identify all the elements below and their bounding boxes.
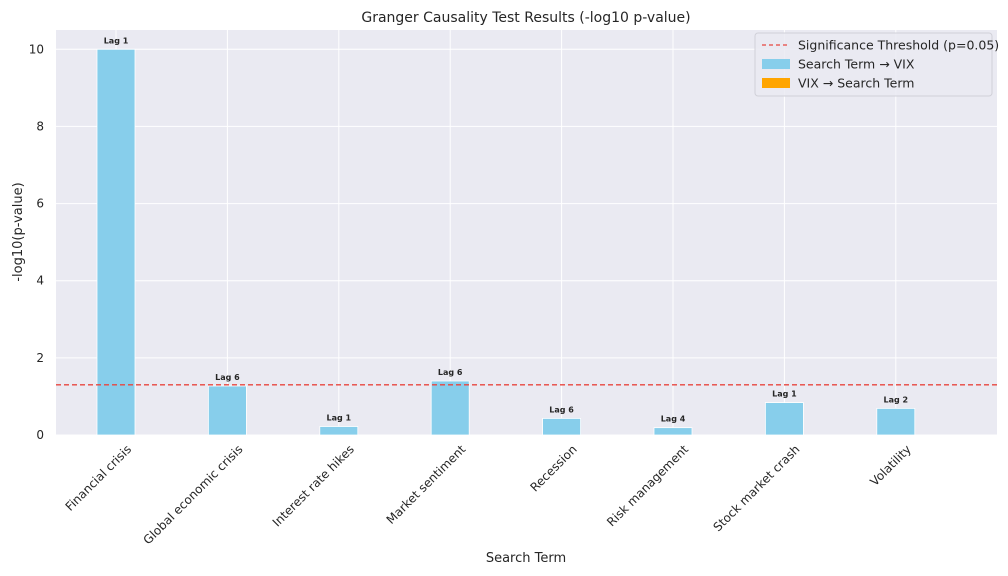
bar-lag-label: Lag 1 xyxy=(772,390,797,399)
bar-search-term-to-vix xyxy=(765,402,804,436)
x-axis-title: Search Term xyxy=(486,551,566,566)
bar-lag-label: Lag 6 xyxy=(438,368,463,377)
grid-lines xyxy=(56,30,997,436)
x-tick-label: Financial crisis xyxy=(63,442,134,513)
bar-lag-label: Lag 1 xyxy=(104,36,129,45)
bar-lag-label: Lag 1 xyxy=(327,414,352,423)
y-tick-label: 2 xyxy=(36,351,44,365)
y-tick-label: 10 xyxy=(29,42,44,56)
bar-search-term-to-vix xyxy=(96,48,136,436)
legend-series-2-swatch xyxy=(762,78,790,88)
bar-search-term-to-vix xyxy=(653,427,693,436)
x-tick-label: Recession xyxy=(527,442,579,494)
y-tick-label: 6 xyxy=(36,197,44,211)
bar-search-term-to-vix xyxy=(430,380,470,436)
legend-series-2-label: VIX → Search Term xyxy=(798,76,914,91)
plot-background xyxy=(56,30,997,435)
bar-search-term-to-vix xyxy=(876,407,916,436)
bar-lag-label: Lag 4 xyxy=(661,415,686,424)
legend: Significance Threshold (p=0.05) Search T… xyxy=(754,32,999,97)
bar-lag-labels: Lag 1 Lag 6 Lag 1 Lag 6 Lag 6 Lag 4 Lag 1 Lag 2 xyxy=(104,36,908,423)
y-tick-label: 0 xyxy=(36,428,44,442)
bar-search-term-to-vix xyxy=(542,418,581,436)
legend-box xyxy=(754,32,993,97)
bars xyxy=(96,48,916,436)
legend-series-1-label: Search Term → VIX xyxy=(798,57,915,72)
y-tick-label: 8 xyxy=(36,119,44,133)
y-tick-label: 4 xyxy=(36,274,44,288)
x-tick-label: Interest rate hikes xyxy=(270,442,357,529)
x-tick-label: Global economic crisis xyxy=(141,442,246,547)
y-tick-labels: 0 2 4 6 8 10 xyxy=(29,42,44,442)
bar-lag-label: Lag 6 xyxy=(215,373,240,382)
x-tick-labels: Financial crisis Global economic crisis In… xyxy=(63,442,914,547)
bar-lag-label: Lag 6 xyxy=(549,405,574,414)
x-tick-label: Market sentiment xyxy=(384,442,469,527)
x-tick-label: Volatility xyxy=(867,442,914,489)
bar-search-term-to-vix xyxy=(319,426,359,436)
chart-title: Granger Causality Test Results (-log10 p… xyxy=(361,10,690,26)
legend-threshold-label: Significance Threshold (p=0.05) xyxy=(798,38,999,53)
bar-lag-label: Lag 2 xyxy=(884,395,909,404)
x-tick-label: Risk management xyxy=(604,442,691,529)
bar-search-term-to-vix xyxy=(207,385,247,436)
y-axis-title: -log10(p-value) xyxy=(11,182,26,281)
x-tick-label: Stock market crash xyxy=(710,442,802,534)
legend-series-1-swatch xyxy=(762,59,790,69)
